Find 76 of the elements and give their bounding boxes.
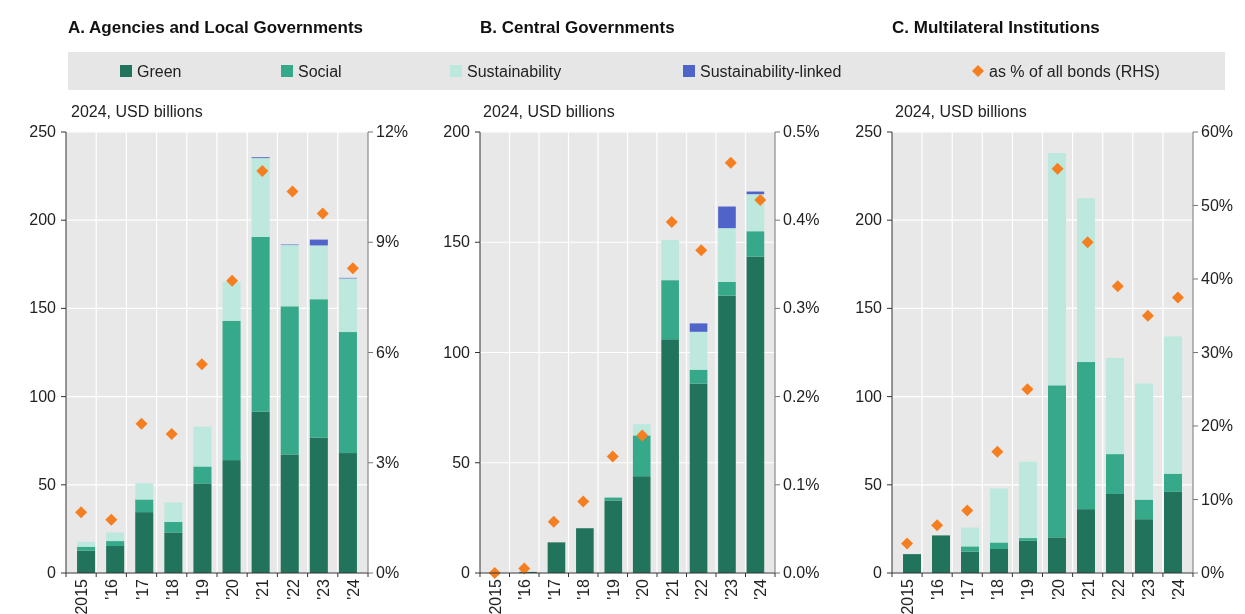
- x-tick-label: '21: [254, 578, 272, 600]
- x-tick-label: '20: [634, 578, 652, 600]
- chart-title: C. Multilateral Institutions: [892, 18, 1100, 37]
- y-tick-label: 50: [452, 453, 471, 471]
- y2-tick-label: 10%: [1201, 490, 1234, 508]
- legend-label: Sustainability-linked: [700, 63, 842, 80]
- x-tick-label: '24: [344, 578, 362, 600]
- y2-tick-label: 0%: [1201, 564, 1225, 581]
- x-tick-label: '16: [103, 578, 121, 600]
- chart-subtitle: 2024, USD billions: [71, 103, 203, 120]
- x-tick-label: 2015: [73, 578, 91, 614]
- y2-tick-label: 30%: [1201, 343, 1234, 361]
- y-tick-label: 200: [443, 123, 471, 140]
- y-tick-label: 200: [29, 211, 57, 229]
- chart-title: A. Agencies and Local Governments: [68, 18, 364, 37]
- y-tick-label: 200: [855, 211, 883, 229]
- y-tick-label: 0: [461, 564, 471, 581]
- x-tick-label: '17: [959, 578, 977, 600]
- y2-tick-label: 0.5%: [783, 123, 820, 140]
- x-tick-label: '23: [314, 578, 332, 600]
- x-tick-label: '19: [1019, 578, 1037, 600]
- x-tick-label: 2015: [899, 578, 917, 614]
- x-tick-label: '22: [284, 578, 302, 600]
- x-tick-label: '18: [989, 578, 1007, 600]
- legend-label: Social: [298, 63, 342, 80]
- chart-subtitle: 2024, USD billions: [483, 103, 615, 120]
- y2-tick-label: 20%: [1201, 417, 1234, 434]
- chart-subtitle: 2024, USD billions: [895, 103, 1027, 120]
- y-tick-label: 50: [38, 475, 57, 493]
- y-tick-label: 150: [855, 299, 883, 317]
- y2-tick-label: 0%: [376, 564, 400, 581]
- x-tick-label: '21: [663, 578, 681, 600]
- x-tick-label: '16: [516, 578, 534, 600]
- y2-tick-label: 0.2%: [783, 387, 820, 405]
- y-tick-label: 100: [443, 343, 471, 361]
- y-tick-label: 150: [29, 299, 57, 317]
- x-tick-label: 2015: [486, 578, 504, 614]
- x-tick-label: '22: [1109, 578, 1127, 600]
- x-tick-label: '22: [693, 578, 711, 600]
- y-tick-label: 0: [873, 564, 883, 581]
- x-tick-label: '20: [1049, 578, 1067, 600]
- y2-tick-label: 0.4%: [783, 211, 820, 229]
- y2-tick-label: 60%: [1201, 123, 1234, 140]
- x-tick-label: '17: [545, 578, 563, 600]
- x-tick-label: '21: [1079, 578, 1097, 600]
- y2-tick-label: 3%: [376, 453, 400, 471]
- x-tick-label: '19: [193, 578, 211, 600]
- y2-tick-label: 0.0%: [783, 564, 820, 581]
- y-tick-label: 100: [29, 387, 57, 405]
- legend-label: Green: [137, 63, 182, 80]
- y-tick-label: 50: [864, 475, 883, 493]
- x-tick-label: '24: [752, 578, 770, 600]
- y2-tick-label: 40%: [1201, 270, 1234, 287]
- x-tick-label: '17: [133, 578, 151, 600]
- chart-title: B. Central Governments: [480, 18, 675, 37]
- x-tick-label: '19: [604, 578, 622, 600]
- x-tick-label: '24: [1169, 578, 1187, 600]
- x-tick-label: '16: [929, 578, 947, 600]
- y-tick-label: 150: [443, 233, 471, 251]
- y-tick-label: 100: [855, 387, 883, 405]
- y-tick-label: 250: [855, 123, 883, 140]
- y2-tick-label: 0.1%: [783, 475, 820, 493]
- y2-tick-label: 6%: [376, 343, 400, 361]
- x-tick-label: '23: [722, 578, 740, 600]
- legend-label: as % of all bonds (RHS): [989, 63, 1160, 80]
- x-tick-label: '18: [163, 578, 181, 600]
- legend-label: Sustainability: [467, 63, 562, 80]
- x-tick-label: '18: [575, 578, 593, 600]
- y2-tick-label: 12%: [376, 123, 409, 140]
- y-tick-label: 250: [29, 123, 57, 140]
- y-tick-label: 0: [47, 564, 57, 581]
- y2-tick-label: 50%: [1201, 196, 1234, 214]
- x-tick-label: '23: [1139, 578, 1157, 600]
- y2-tick-label: 9%: [376, 233, 400, 251]
- y2-tick-label: 0.3%: [783, 299, 820, 317]
- x-tick-label: '20: [224, 578, 242, 600]
